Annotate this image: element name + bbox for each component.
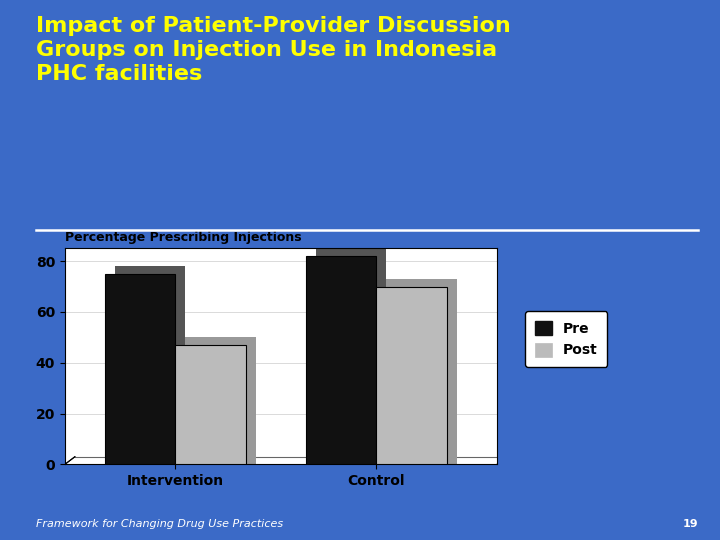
Legend: Pre, Post: Pre, Post: [526, 311, 607, 367]
Bar: [387, 279, 456, 464]
Bar: [377, 287, 446, 464]
Bar: [306, 256, 377, 464]
Bar: [115, 266, 185, 464]
Text: Impact of Patient-Provider Discussion
Groups on Injection Use in Indonesia
PHC f: Impact of Patient-Provider Discussion Gr…: [36, 16, 510, 84]
Text: Percentage Prescribing Injections: Percentage Prescribing Injections: [65, 232, 302, 245]
Text: 19: 19: [683, 519, 698, 529]
Text: Framework for Changing Drug Use Practices: Framework for Changing Drug Use Practice…: [36, 519, 283, 529]
Bar: [316, 248, 387, 464]
Bar: [105, 274, 175, 464]
Bar: [185, 338, 256, 464]
Bar: [175, 345, 246, 464]
